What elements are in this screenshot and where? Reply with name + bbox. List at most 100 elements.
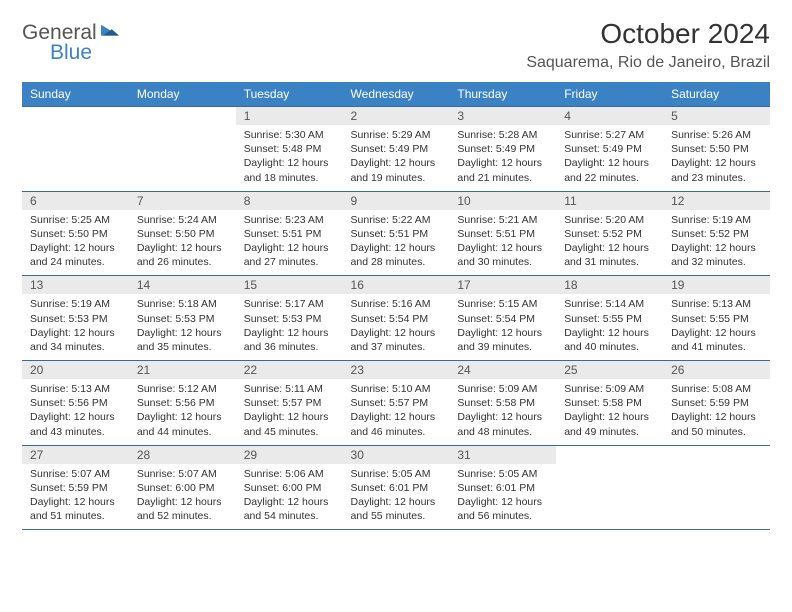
daylight-text-1: Daylight: 12 hours xyxy=(564,241,655,255)
daylight-text-2: and 45 minutes. xyxy=(244,425,335,439)
sunset-text: Sunset: 5:59 PM xyxy=(30,481,121,495)
daylight-text-2: and 55 minutes. xyxy=(351,509,442,523)
sunrise-text: Sunrise: 5:05 AM xyxy=(351,467,442,481)
day-detail-cell: Sunrise: 5:23 AMSunset: 5:51 PMDaylight:… xyxy=(236,210,343,276)
daylight-text-2: and 32 minutes. xyxy=(671,255,762,269)
detail-row: Sunrise: 5:07 AMSunset: 5:59 PMDaylight:… xyxy=(22,464,770,530)
day-detail-cell: Sunrise: 5:09 AMSunset: 5:58 PMDaylight:… xyxy=(449,379,556,445)
day-number-cell: 20 xyxy=(22,361,129,380)
day-number-cell: 1 xyxy=(236,107,343,126)
daylight-text-2: and 35 minutes. xyxy=(137,340,228,354)
sunset-text: Sunset: 5:59 PM xyxy=(671,396,762,410)
day-number-cell: 14 xyxy=(129,276,236,295)
daylight-text-1: Daylight: 12 hours xyxy=(457,495,548,509)
day-detail-cell: Sunrise: 5:19 AMSunset: 5:53 PMDaylight:… xyxy=(22,294,129,360)
daylight-text-2: and 51 minutes. xyxy=(30,509,121,523)
daylight-text-1: Daylight: 12 hours xyxy=(564,326,655,340)
day-number-cell: 9 xyxy=(343,191,450,210)
day-number-cell: 24 xyxy=(449,361,556,380)
day-detail-cell: Sunrise: 5:14 AMSunset: 5:55 PMDaylight:… xyxy=(556,294,663,360)
day-detail-cell xyxy=(22,125,129,191)
sunset-text: Sunset: 5:54 PM xyxy=(351,312,442,326)
sunset-text: Sunset: 5:54 PM xyxy=(457,312,548,326)
daynum-row: 20212223242526 xyxy=(22,361,770,380)
day-number-cell: 19 xyxy=(663,276,770,295)
sunset-text: Sunset: 5:51 PM xyxy=(351,227,442,241)
day-number-cell xyxy=(663,445,770,464)
weekday-header: Tuesday xyxy=(236,82,343,107)
daylight-text-1: Daylight: 12 hours xyxy=(351,156,442,170)
sunrise-text: Sunrise: 5:26 AM xyxy=(671,128,762,142)
daylight-text-2: and 54 minutes. xyxy=(244,509,335,523)
daylight-text-2: and 18 minutes. xyxy=(244,171,335,185)
detail-row: Sunrise: 5:30 AMSunset: 5:48 PMDaylight:… xyxy=(22,125,770,191)
sunset-text: Sunset: 5:52 PM xyxy=(671,227,762,241)
sunset-text: Sunset: 6:00 PM xyxy=(244,481,335,495)
day-number-cell: 4 xyxy=(556,107,663,126)
daylight-text-2: and 41 minutes. xyxy=(671,340,762,354)
day-number-cell: 30 xyxy=(343,445,450,464)
daylight-text-2: and 26 minutes. xyxy=(137,255,228,269)
weekday-header: Sunday xyxy=(22,82,129,107)
daynum-row: 6789101112 xyxy=(22,191,770,210)
sunset-text: Sunset: 5:56 PM xyxy=(30,396,121,410)
daylight-text-1: Daylight: 12 hours xyxy=(457,326,548,340)
day-detail-cell: Sunrise: 5:05 AMSunset: 6:01 PMDaylight:… xyxy=(343,464,450,530)
weekday-header: Thursday xyxy=(449,82,556,107)
logo: General Blue xyxy=(22,18,119,63)
day-number-cell xyxy=(556,445,663,464)
daylight-text-1: Daylight: 12 hours xyxy=(30,410,121,424)
day-detail-cell: Sunrise: 5:13 AMSunset: 5:55 PMDaylight:… xyxy=(663,294,770,360)
day-detail-cell xyxy=(556,464,663,530)
sunset-text: Sunset: 5:58 PM xyxy=(457,396,548,410)
daylight-text-1: Daylight: 12 hours xyxy=(137,495,228,509)
day-detail-cell: Sunrise: 5:24 AMSunset: 5:50 PMDaylight:… xyxy=(129,210,236,276)
day-detail-cell: Sunrise: 5:09 AMSunset: 5:58 PMDaylight:… xyxy=(556,379,663,445)
daylight-text-1: Daylight: 12 hours xyxy=(30,241,121,255)
sunset-text: Sunset: 5:53 PM xyxy=(137,312,228,326)
day-detail-cell: Sunrise: 5:10 AMSunset: 5:57 PMDaylight:… xyxy=(343,379,450,445)
day-detail-cell: Sunrise: 5:19 AMSunset: 5:52 PMDaylight:… xyxy=(663,210,770,276)
sunrise-text: Sunrise: 5:21 AM xyxy=(457,213,548,227)
day-detail-cell: Sunrise: 5:28 AMSunset: 5:49 PMDaylight:… xyxy=(449,125,556,191)
daylight-text-1: Daylight: 12 hours xyxy=(457,156,548,170)
daylight-text-2: and 28 minutes. xyxy=(351,255,442,269)
daylight-text-2: and 48 minutes. xyxy=(457,425,548,439)
day-number-cell: 17 xyxy=(449,276,556,295)
day-number-cell: 10 xyxy=(449,191,556,210)
sunset-text: Sunset: 5:50 PM xyxy=(671,142,762,156)
daylight-text-1: Daylight: 12 hours xyxy=(671,241,762,255)
day-number-cell: 15 xyxy=(236,276,343,295)
sunset-text: Sunset: 5:53 PM xyxy=(244,312,335,326)
day-number-cell xyxy=(22,107,129,126)
day-detail-cell xyxy=(663,464,770,530)
weekday-header: Wednesday xyxy=(343,82,450,107)
day-detail-cell: Sunrise: 5:11 AMSunset: 5:57 PMDaylight:… xyxy=(236,379,343,445)
daylight-text-2: and 44 minutes. xyxy=(137,425,228,439)
weekday-header: Monday xyxy=(129,82,236,107)
weekday-header: Saturday xyxy=(663,82,770,107)
day-detail-cell: Sunrise: 5:05 AMSunset: 6:01 PMDaylight:… xyxy=(449,464,556,530)
sunrise-text: Sunrise: 5:07 AM xyxy=(30,467,121,481)
daylight-text-2: and 40 minutes. xyxy=(564,340,655,354)
sunset-text: Sunset: 5:55 PM xyxy=(671,312,762,326)
daylight-text-1: Daylight: 12 hours xyxy=(30,495,121,509)
sunrise-text: Sunrise: 5:10 AM xyxy=(351,382,442,396)
sunset-text: Sunset: 5:57 PM xyxy=(351,396,442,410)
sunrise-text: Sunrise: 5:18 AM xyxy=(137,297,228,311)
day-detail-cell: Sunrise: 5:22 AMSunset: 5:51 PMDaylight:… xyxy=(343,210,450,276)
day-detail-cell: Sunrise: 5:21 AMSunset: 5:51 PMDaylight:… xyxy=(449,210,556,276)
sunset-text: Sunset: 6:01 PM xyxy=(457,481,548,495)
daylight-text-2: and 50 minutes. xyxy=(671,425,762,439)
sunset-text: Sunset: 6:01 PM xyxy=(351,481,442,495)
sunset-text: Sunset: 5:55 PM xyxy=(564,312,655,326)
daylight-text-2: and 30 minutes. xyxy=(457,255,548,269)
sunrise-text: Sunrise: 5:19 AM xyxy=(30,297,121,311)
sunrise-text: Sunrise: 5:13 AM xyxy=(30,382,121,396)
sunset-text: Sunset: 5:51 PM xyxy=(457,227,548,241)
day-number-cell: 11 xyxy=(556,191,663,210)
daylight-text-2: and 43 minutes. xyxy=(30,425,121,439)
day-number-cell: 23 xyxy=(343,361,450,380)
daylight-text-1: Daylight: 12 hours xyxy=(351,241,442,255)
daylight-text-1: Daylight: 12 hours xyxy=(351,410,442,424)
